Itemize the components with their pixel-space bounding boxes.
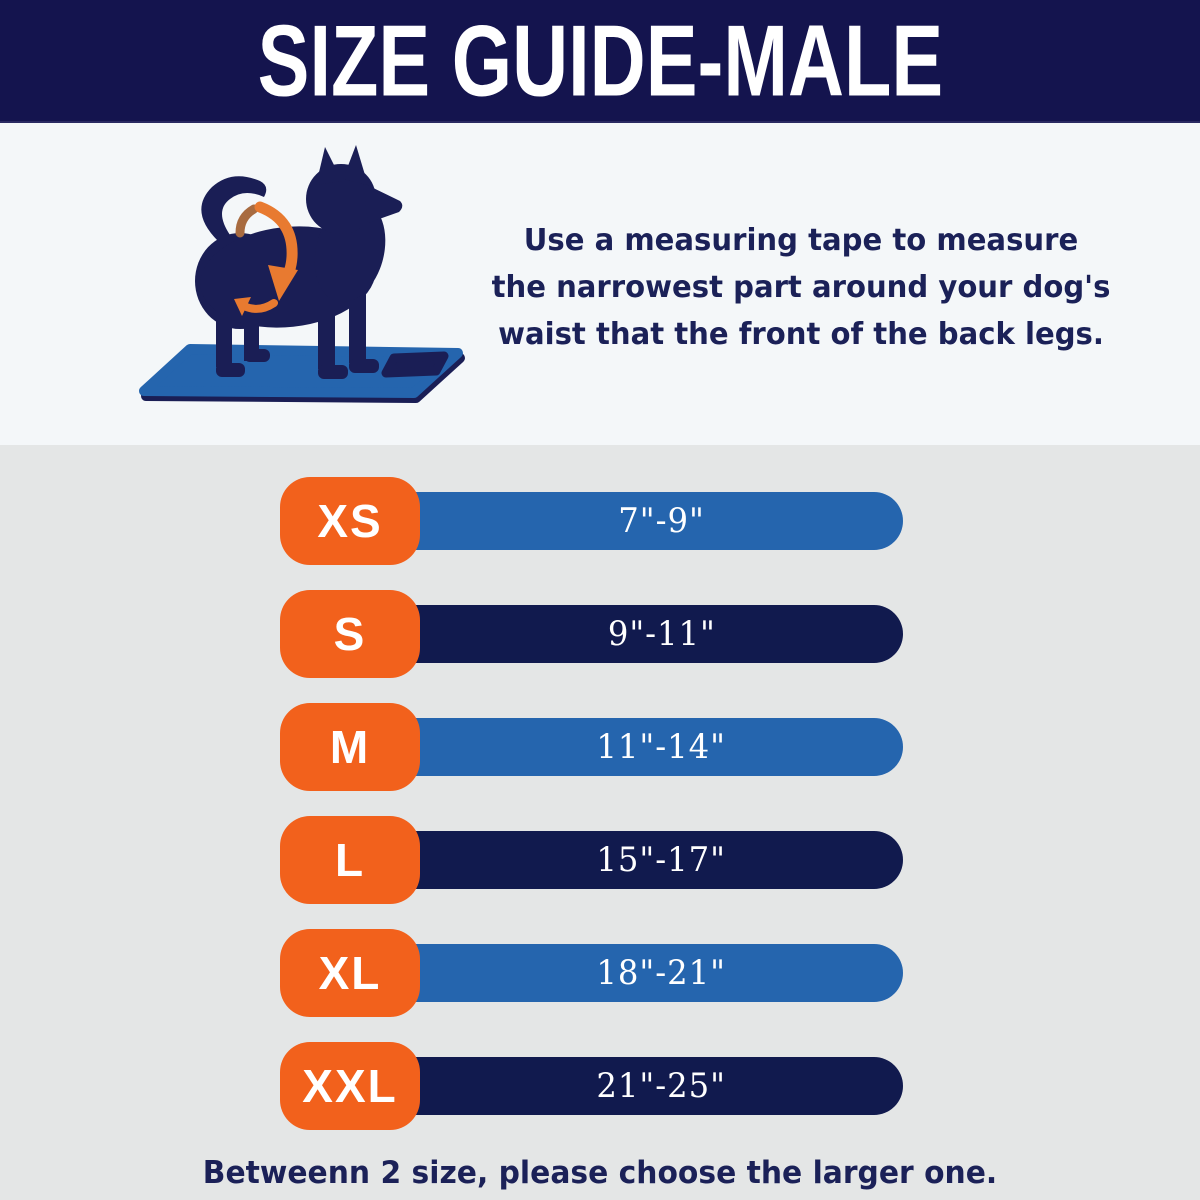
pee-pad-mat <box>139 344 465 403</box>
size-row-m: 11"-14" M <box>0 703 1200 791</box>
size-badge-m: M <box>280 703 420 791</box>
dog-silhouette <box>195 145 403 379</box>
header-banner: SIZE GUIDE-MALE <box>0 0 1200 123</box>
size-badge-l: L <box>280 816 420 904</box>
measuring-instruction-section: Use a measuring tape to measure the narr… <box>0 123 1200 445</box>
instruction-line-3: waist that the front of the back legs. <box>498 317 1104 352</box>
mat-spot <box>381 351 449 378</box>
instruction-line-2: the narrowest part around your dog's <box>491 270 1111 305</box>
size-range-label-s: 9"-11" <box>607 614 716 654</box>
size-range-label-xxl: 21"-25" <box>596 1066 727 1106</box>
size-range-label-xs: 7"-9" <box>618 501 705 541</box>
size-badge-s: S <box>280 590 420 678</box>
instruction-line-1: Use a measuring tape to measure <box>523 223 1079 258</box>
size-range-bar-s: 9"-11" <box>350 605 903 663</box>
size-badge-xs: XS <box>280 477 420 565</box>
size-badge-label-xl: XL <box>318 947 382 999</box>
size-row-l: 15"-17" L <box>0 816 1200 904</box>
size-badge-label-l: L <box>334 834 366 886</box>
size-row-xs: 7"-9" XS <box>0 477 1200 565</box>
page-title: SIZE GUIDE-MALE <box>257 3 943 117</box>
dog-illustration-svg <box>139 145 465 403</box>
size-range-bar-xs: 7"-9" <box>350 492 903 550</box>
size-badge-xxl: XXL <box>280 1042 420 1130</box>
size-badge-label-m: M <box>329 721 371 773</box>
size-range-bar-m: 11"-14" <box>350 718 903 776</box>
size-range-label-xl: 18"-21" <box>596 953 727 993</box>
size-range-bar-l: 15"-17" <box>350 831 903 889</box>
size-badge-label-s: S <box>333 608 367 660</box>
size-range-bar-xxl: 21"-25" <box>350 1057 903 1115</box>
size-badge-label-xs: XS <box>317 495 383 547</box>
size-range-bar-xl: 18"-21" <box>350 944 903 1002</box>
size-range-label-l: 15"-17" <box>596 840 727 880</box>
size-chart-section: 7"-9" XS 9"-11" S 11"-14" M 15"-17" L 18… <box>0 445 1200 1200</box>
size-badge-xl: XL <box>280 929 420 1017</box>
size-row-xl: 18"-21" XL <box>0 929 1200 1017</box>
size-row-xxl: 21"-25" XXL <box>0 1042 1200 1130</box>
measuring-instruction-text: Use a measuring tape to measure the narr… <box>476 217 1126 358</box>
between-sizes-note: Betweenn 2 size, please choose the large… <box>202 1155 998 1191</box>
size-badge-label-xxl: XXL <box>302 1060 398 1112</box>
measure-arrow-icon <box>234 201 298 316</box>
size-range-label-m: 11"-14" <box>596 727 727 767</box>
size-row-s: 9"-11" S <box>0 590 1200 678</box>
dog-waist-measure-illustration <box>128 141 468 411</box>
